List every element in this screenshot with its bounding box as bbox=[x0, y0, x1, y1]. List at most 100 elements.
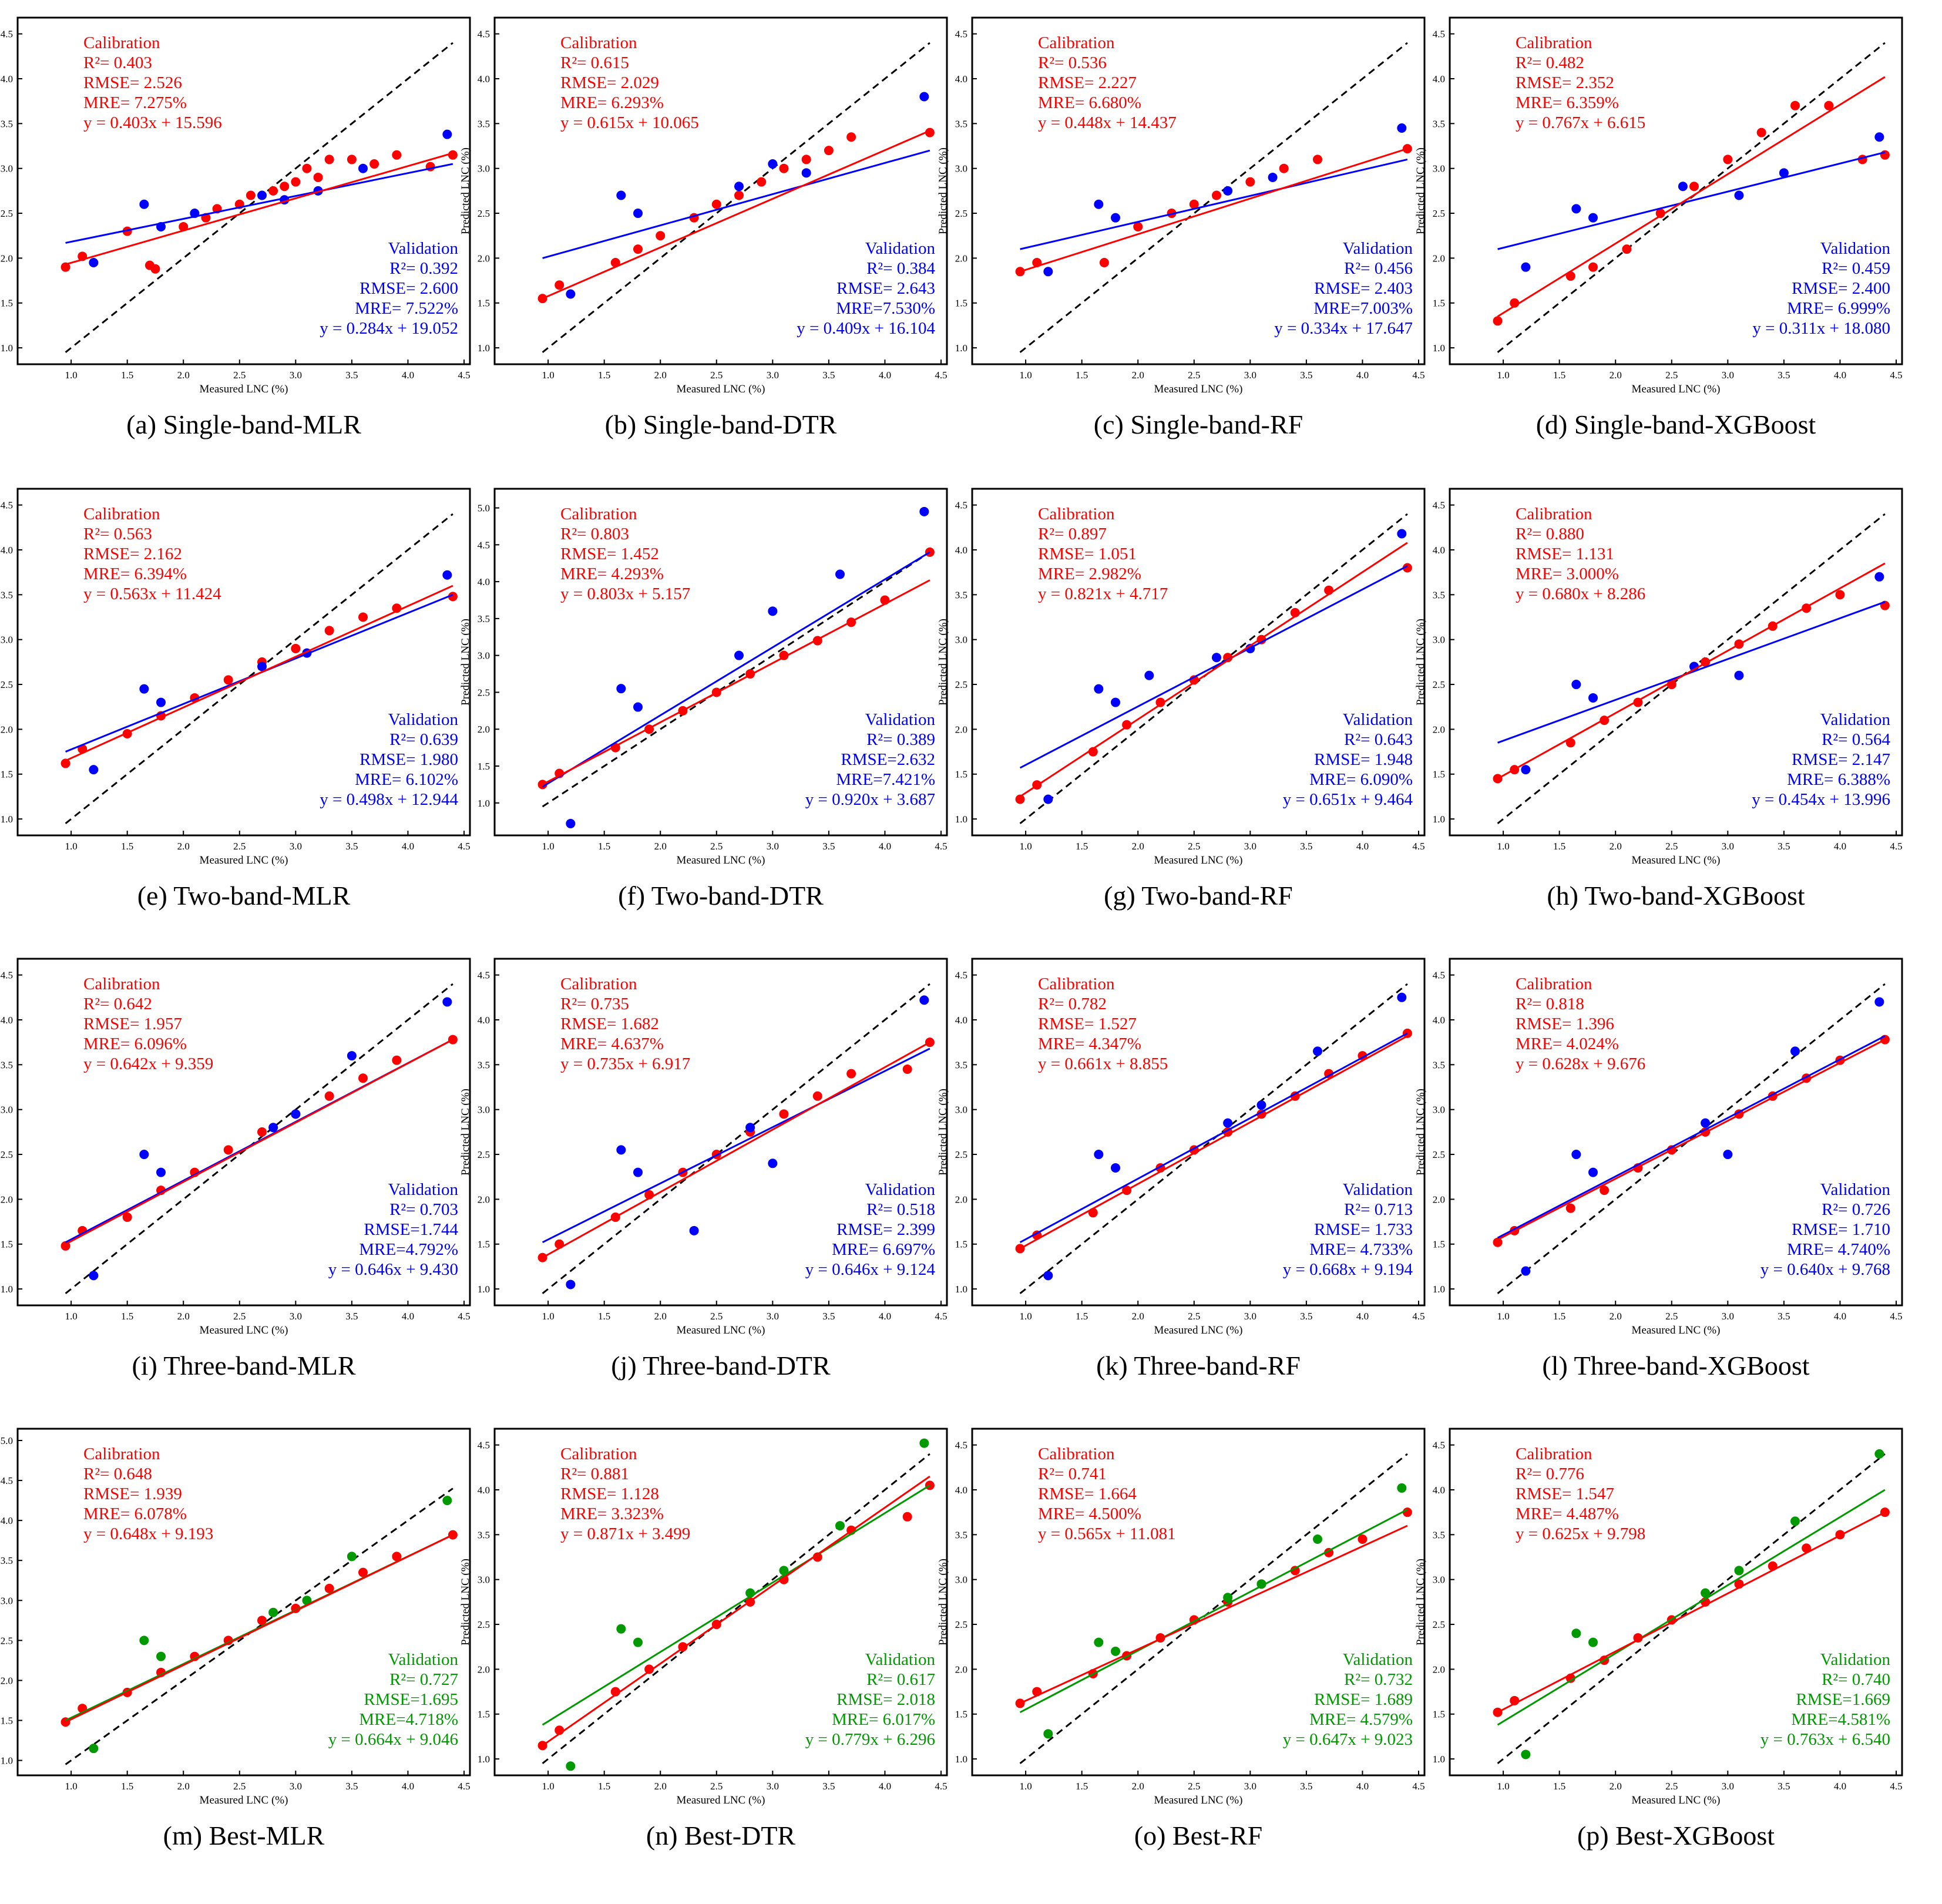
y-tick-label: 3.5 bbox=[955, 1059, 967, 1070]
x-tick-label: 1.5 bbox=[598, 1781, 610, 1792]
calibration-point bbox=[1212, 190, 1221, 200]
validation-stat: R²= 0.564 bbox=[1822, 730, 1890, 749]
x-tick-label: 1.5 bbox=[121, 841, 133, 852]
x-tick-label: 3.5 bbox=[1778, 1311, 1790, 1322]
y-tick-label: 3.5 bbox=[1433, 1529, 1445, 1540]
calibration-point bbox=[644, 1664, 654, 1674]
validation-point bbox=[1043, 1729, 1053, 1739]
validation-stat: y = 0.651x + 9.464 bbox=[1283, 790, 1413, 809]
calibration-point bbox=[846, 1069, 856, 1079]
validation-stat: MRE=7.421% bbox=[836, 770, 935, 789]
calibration-stat: MRE= 3.000% bbox=[1516, 565, 1619, 583]
validation-label: Validation bbox=[388, 239, 459, 258]
x-tick-label: 4.0 bbox=[1834, 1781, 1846, 1792]
y-tick-label: 1.0 bbox=[1433, 814, 1445, 825]
validation-point bbox=[89, 765, 99, 775]
calibration-point bbox=[1015, 1698, 1025, 1708]
x-tick-label: 2.5 bbox=[1665, 1311, 1678, 1322]
validation-point bbox=[1094, 199, 1104, 209]
calibration-point bbox=[1493, 316, 1503, 326]
chart-panel: 1.0 1.5 2.0 2.5 3.0 3.5 4.0 4.5 1.0 1.5 2.0 2.5 3.0 3… bbox=[937, 1428, 1426, 1851]
validation-point bbox=[1779, 168, 1789, 178]
calibration-stat: RMSE= 2.352 bbox=[1516, 73, 1614, 92]
calibration-point bbox=[1279, 163, 1289, 173]
validation-point bbox=[1734, 670, 1744, 680]
y-axis-label: Predicted LNC (%) bbox=[1414, 619, 1427, 706]
x-axis-label: Measured LNC (%) bbox=[1154, 1794, 1243, 1806]
calibration-point bbox=[1245, 177, 1255, 187]
x-tick-label: 4.0 bbox=[879, 841, 891, 852]
validation-stat: MRE= 6.388% bbox=[1787, 770, 1890, 789]
y-tick-label: 1.0 bbox=[478, 342, 490, 354]
y-tick-label: 2.5 bbox=[1433, 1619, 1445, 1630]
y-tick-label: 3.5 bbox=[1, 589, 13, 600]
calibration-point bbox=[392, 1552, 402, 1562]
x-tick-label: 2.0 bbox=[1610, 1781, 1622, 1792]
y-tick-label: 2.0 bbox=[1433, 253, 1445, 264]
validation-point bbox=[139, 684, 149, 694]
validation-point bbox=[1111, 1163, 1120, 1173]
calibration-fit-line bbox=[65, 1534, 453, 1723]
validation-point bbox=[566, 1280, 576, 1290]
validation-point bbox=[616, 1624, 626, 1634]
calibration-point bbox=[257, 1616, 267, 1626]
validation-point bbox=[139, 199, 149, 209]
validation-point bbox=[1313, 1534, 1322, 1544]
x-tick-label: 4.0 bbox=[402, 1311, 414, 1322]
y-tick-label: 4.5 bbox=[1433, 970, 1445, 981]
x-tick-label: 2.5 bbox=[710, 1311, 723, 1322]
calibration-point bbox=[656, 231, 666, 241]
panel-caption: (c) Single-band-RF bbox=[1094, 409, 1303, 439]
x-tick-label: 3.5 bbox=[1300, 841, 1312, 852]
chart-panel: 1.0 1.5 2.0 2.5 3.0 3.5 4.0 4.5 1.0 1.5 2.0 2.5 3.0 3… bbox=[937, 958, 1426, 1381]
x-tick-label: 2.5 bbox=[1188, 1311, 1200, 1322]
validation-point bbox=[633, 702, 643, 712]
validation-stat: MRE= 4.740% bbox=[1787, 1240, 1890, 1259]
x-tick-label: 4.5 bbox=[935, 841, 947, 852]
calibration-point bbox=[1802, 1543, 1812, 1553]
x-tick-label: 3.5 bbox=[822, 370, 835, 381]
calibration-point bbox=[812, 1552, 822, 1562]
calibration-point bbox=[902, 1064, 912, 1074]
validation-stat: y = 0.763x + 6.540 bbox=[1760, 1730, 1890, 1749]
x-tick-label: 4.0 bbox=[1356, 1311, 1369, 1322]
calibration-stat: y = 0.735x + 6.917 bbox=[560, 1055, 690, 1073]
validation-stat: R²= 0.727 bbox=[389, 1670, 458, 1689]
x-tick-label: 1.5 bbox=[1553, 841, 1565, 852]
validation-stat: MRE= 6.090% bbox=[1309, 770, 1413, 789]
calibration-label: Calibration bbox=[83, 975, 160, 993]
x-tick-label: 4.0 bbox=[1834, 370, 1846, 381]
calibration-stat: R²= 0.818 bbox=[1516, 995, 1584, 1013]
validation-point bbox=[1701, 1588, 1711, 1598]
validation-point bbox=[1678, 182, 1688, 192]
calibration-point bbox=[324, 1091, 334, 1101]
y-tick-label: 2.5 bbox=[1433, 208, 1445, 219]
validation-point bbox=[566, 1761, 576, 1771]
validation-label: Validation bbox=[388, 1650, 459, 1669]
calibration-point bbox=[392, 150, 402, 160]
validation-point bbox=[768, 606, 778, 616]
calibration-point bbox=[925, 127, 935, 137]
calibration-point bbox=[324, 626, 334, 636]
calibration-point bbox=[1824, 100, 1834, 110]
calibration-stat: RMSE= 1.396 bbox=[1516, 1015, 1614, 1033]
calibration-stat: y = 0.625x + 9.798 bbox=[1516, 1524, 1645, 1543]
validation-point bbox=[835, 569, 845, 579]
validation-point bbox=[347, 1552, 357, 1562]
x-tick-label: 1.5 bbox=[598, 370, 610, 381]
calibration-point bbox=[633, 244, 643, 254]
calibration-stat: MRE= 7.275% bbox=[83, 93, 187, 112]
validation-stat: y = 0.779x + 6.296 bbox=[805, 1730, 935, 1749]
y-axis-label: Predicted LNC (%) bbox=[1414, 1089, 1427, 1176]
validation-label: Validation bbox=[1343, 1180, 1413, 1199]
x-tick-label: 4.0 bbox=[402, 370, 414, 381]
x-tick-label: 3.0 bbox=[1722, 1311, 1734, 1322]
x-tick-label: 4.0 bbox=[1356, 370, 1369, 381]
calibration-point bbox=[1667, 680, 1676, 690]
calibration-point bbox=[824, 146, 834, 156]
validation-point bbox=[633, 1167, 643, 1177]
validation-stat: y = 0.311x + 18.080 bbox=[1752, 319, 1890, 338]
y-tick-label: 4.5 bbox=[1, 970, 13, 981]
x-tick-label: 1.5 bbox=[121, 1311, 133, 1322]
panel-caption: (f) Two-band-DTR bbox=[618, 881, 824, 911]
